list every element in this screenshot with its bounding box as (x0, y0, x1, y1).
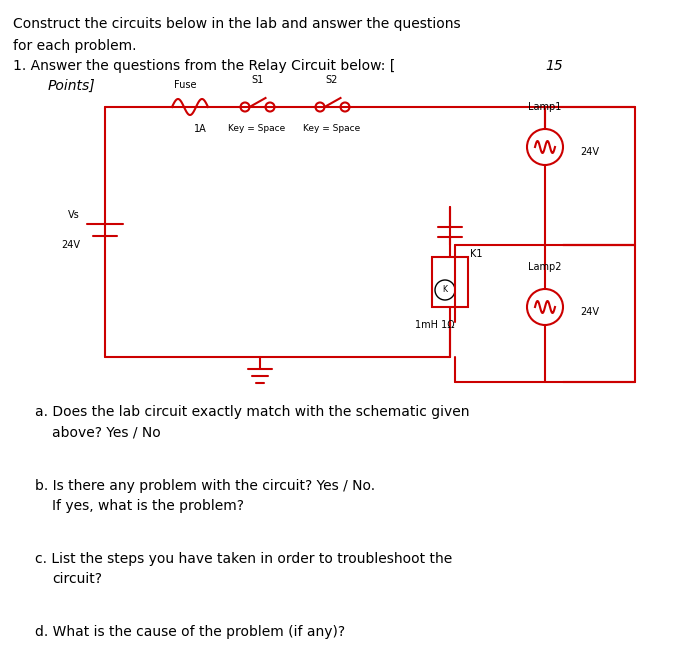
Text: 24V: 24V (580, 147, 599, 157)
Text: b. Is there any problem with the circuit? Yes / No.: b. Is there any problem with the circuit… (35, 479, 375, 493)
Text: K: K (442, 285, 447, 295)
Text: for each problem.: for each problem. (13, 39, 137, 53)
Text: Lamp2: Lamp2 (528, 262, 561, 272)
Text: S2: S2 (326, 75, 338, 85)
Text: Lamp1: Lamp1 (528, 102, 561, 112)
Text: If yes, what is the problem?: If yes, what is the problem? (52, 499, 244, 513)
Text: circuit?: circuit? (52, 572, 102, 586)
Text: 24V: 24V (61, 240, 80, 250)
Text: 1A: 1A (194, 124, 206, 134)
Text: Construct the circuits below in the lab and answer the questions: Construct the circuits below in the lab … (13, 17, 461, 31)
Text: above? Yes / No: above? Yes / No (52, 425, 161, 439)
Text: d. What is the cause of the problem (if any)?: d. What is the cause of the problem (if … (35, 625, 345, 639)
Text: 1mH 1Ω: 1mH 1Ω (415, 320, 454, 330)
Text: 15: 15 (545, 59, 563, 73)
Text: 24V: 24V (580, 307, 599, 317)
Text: Points]: Points] (48, 79, 96, 93)
Text: K1: K1 (470, 249, 482, 259)
Text: Key = Space: Key = Space (228, 124, 286, 133)
Text: a. Does the lab circuit exactly match with the schematic given: a. Does the lab circuit exactly match wi… (35, 405, 470, 419)
Text: Vs: Vs (69, 210, 80, 220)
Text: S1: S1 (251, 75, 263, 85)
Text: c. List the steps you have taken in order to troubleshoot the: c. List the steps you have taken in orde… (35, 552, 452, 566)
Text: 1. Answer the questions from the Relay Circuit below: [: 1. Answer the questions from the Relay C… (13, 59, 395, 73)
Bar (432, 257, 468, 307)
Text: Fuse: Fuse (174, 80, 196, 90)
Text: Key = Space: Key = Space (303, 124, 361, 133)
